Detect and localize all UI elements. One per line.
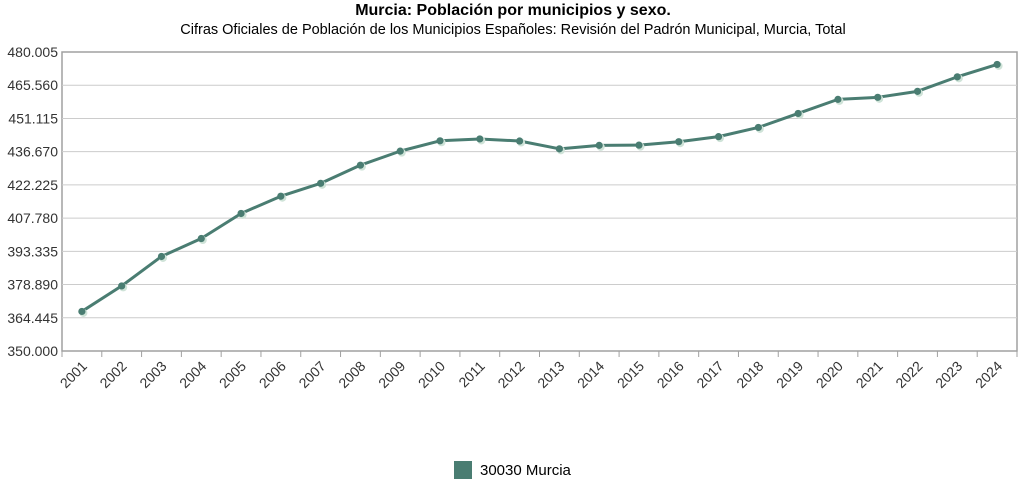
y-tick-label: 407.780 — [7, 210, 58, 226]
legend-label: 30030 Murcia — [480, 461, 571, 479]
data-point — [913, 87, 922, 95]
x-tick-label: 2009 — [375, 358, 408, 391]
data-point — [118, 282, 126, 290]
y-tick-label: 350.000 — [7, 343, 58, 359]
data-point — [277, 192, 285, 200]
x-tick-label: 2007 — [295, 358, 328, 391]
y-tick-label: 436.670 — [7, 144, 58, 160]
x-tick-label: 2004 — [176, 358, 209, 391]
data-point — [794, 109, 802, 118]
x-tick-label: 2013 — [534, 358, 567, 391]
data-point — [317, 179, 325, 187]
data-point — [436, 137, 444, 145]
x-tick-label: 2014 — [574, 358, 607, 391]
data-point — [555, 145, 563, 153]
x-tick-label: 2016 — [654, 358, 687, 391]
legend-swatch — [454, 461, 472, 479]
data-point — [396, 147, 404, 155]
x-tick-label: 2017 — [693, 358, 726, 391]
data-point — [78, 307, 86, 316]
data-point — [714, 133, 723, 141]
x-tick-label: 2020 — [813, 358, 846, 391]
x-tick-label: 2011 — [455, 358, 488, 391]
data-point — [675, 138, 683, 146]
x-tick-label: 2003 — [136, 358, 169, 391]
data-point — [595, 141, 603, 149]
data-point — [197, 234, 205, 243]
x-tick-label: 2008 — [335, 358, 368, 391]
x-tick-label: 2022 — [892, 358, 925, 391]
y-tick-label: 451.115 — [8, 110, 58, 126]
x-tick-label: 2021 — [853, 358, 886, 391]
data-point — [993, 60, 1001, 69]
data-point — [953, 73, 961, 81]
data-point — [834, 95, 842, 103]
data-point — [476, 135, 484, 143]
y-tick-label: 465.560 — [7, 77, 58, 93]
y-tick-label: 422.225 — [7, 177, 58, 193]
x-tick-label: 2018 — [733, 358, 766, 391]
y-tick-label: 364.445 — [7, 310, 58, 326]
x-tick-label: 2024 — [972, 358, 1005, 391]
x-tick-label: 2001 — [57, 358, 90, 391]
x-tick-label: 2002 — [96, 358, 129, 391]
data-point — [157, 252, 166, 261]
x-tick-label: 2023 — [932, 358, 965, 391]
x-tick-label: 2019 — [773, 358, 806, 391]
legend[interactable]: 30030 Murcia — [454, 461, 571, 479]
plot-area — [61, 51, 1018, 352]
y-tick-label: 378.890 — [7, 277, 58, 293]
data-point — [874, 93, 882, 101]
series-line — [81, 62, 998, 313]
data-point — [754, 123, 762, 132]
chart-title: Murcia: Población por municipios y sexo. — [355, 2, 671, 19]
x-tick-label: 2006 — [256, 358, 289, 391]
x-tick-label: 2015 — [614, 358, 647, 391]
y-tick-label: 393.335 — [7, 243, 58, 259]
x-tick-label: 2005 — [216, 358, 249, 391]
x-tick-label: 2010 — [415, 358, 448, 391]
y-tick-label: 480.005 — [7, 44, 58, 60]
data-point — [356, 161, 365, 169]
data-point — [516, 137, 524, 145]
data-point — [237, 209, 245, 218]
x-tick-label: 2012 — [494, 358, 527, 391]
chart-subtitle: Cifras Oficiales de Población de los Mun… — [180, 22, 846, 38]
data-point — [635, 141, 643, 149]
